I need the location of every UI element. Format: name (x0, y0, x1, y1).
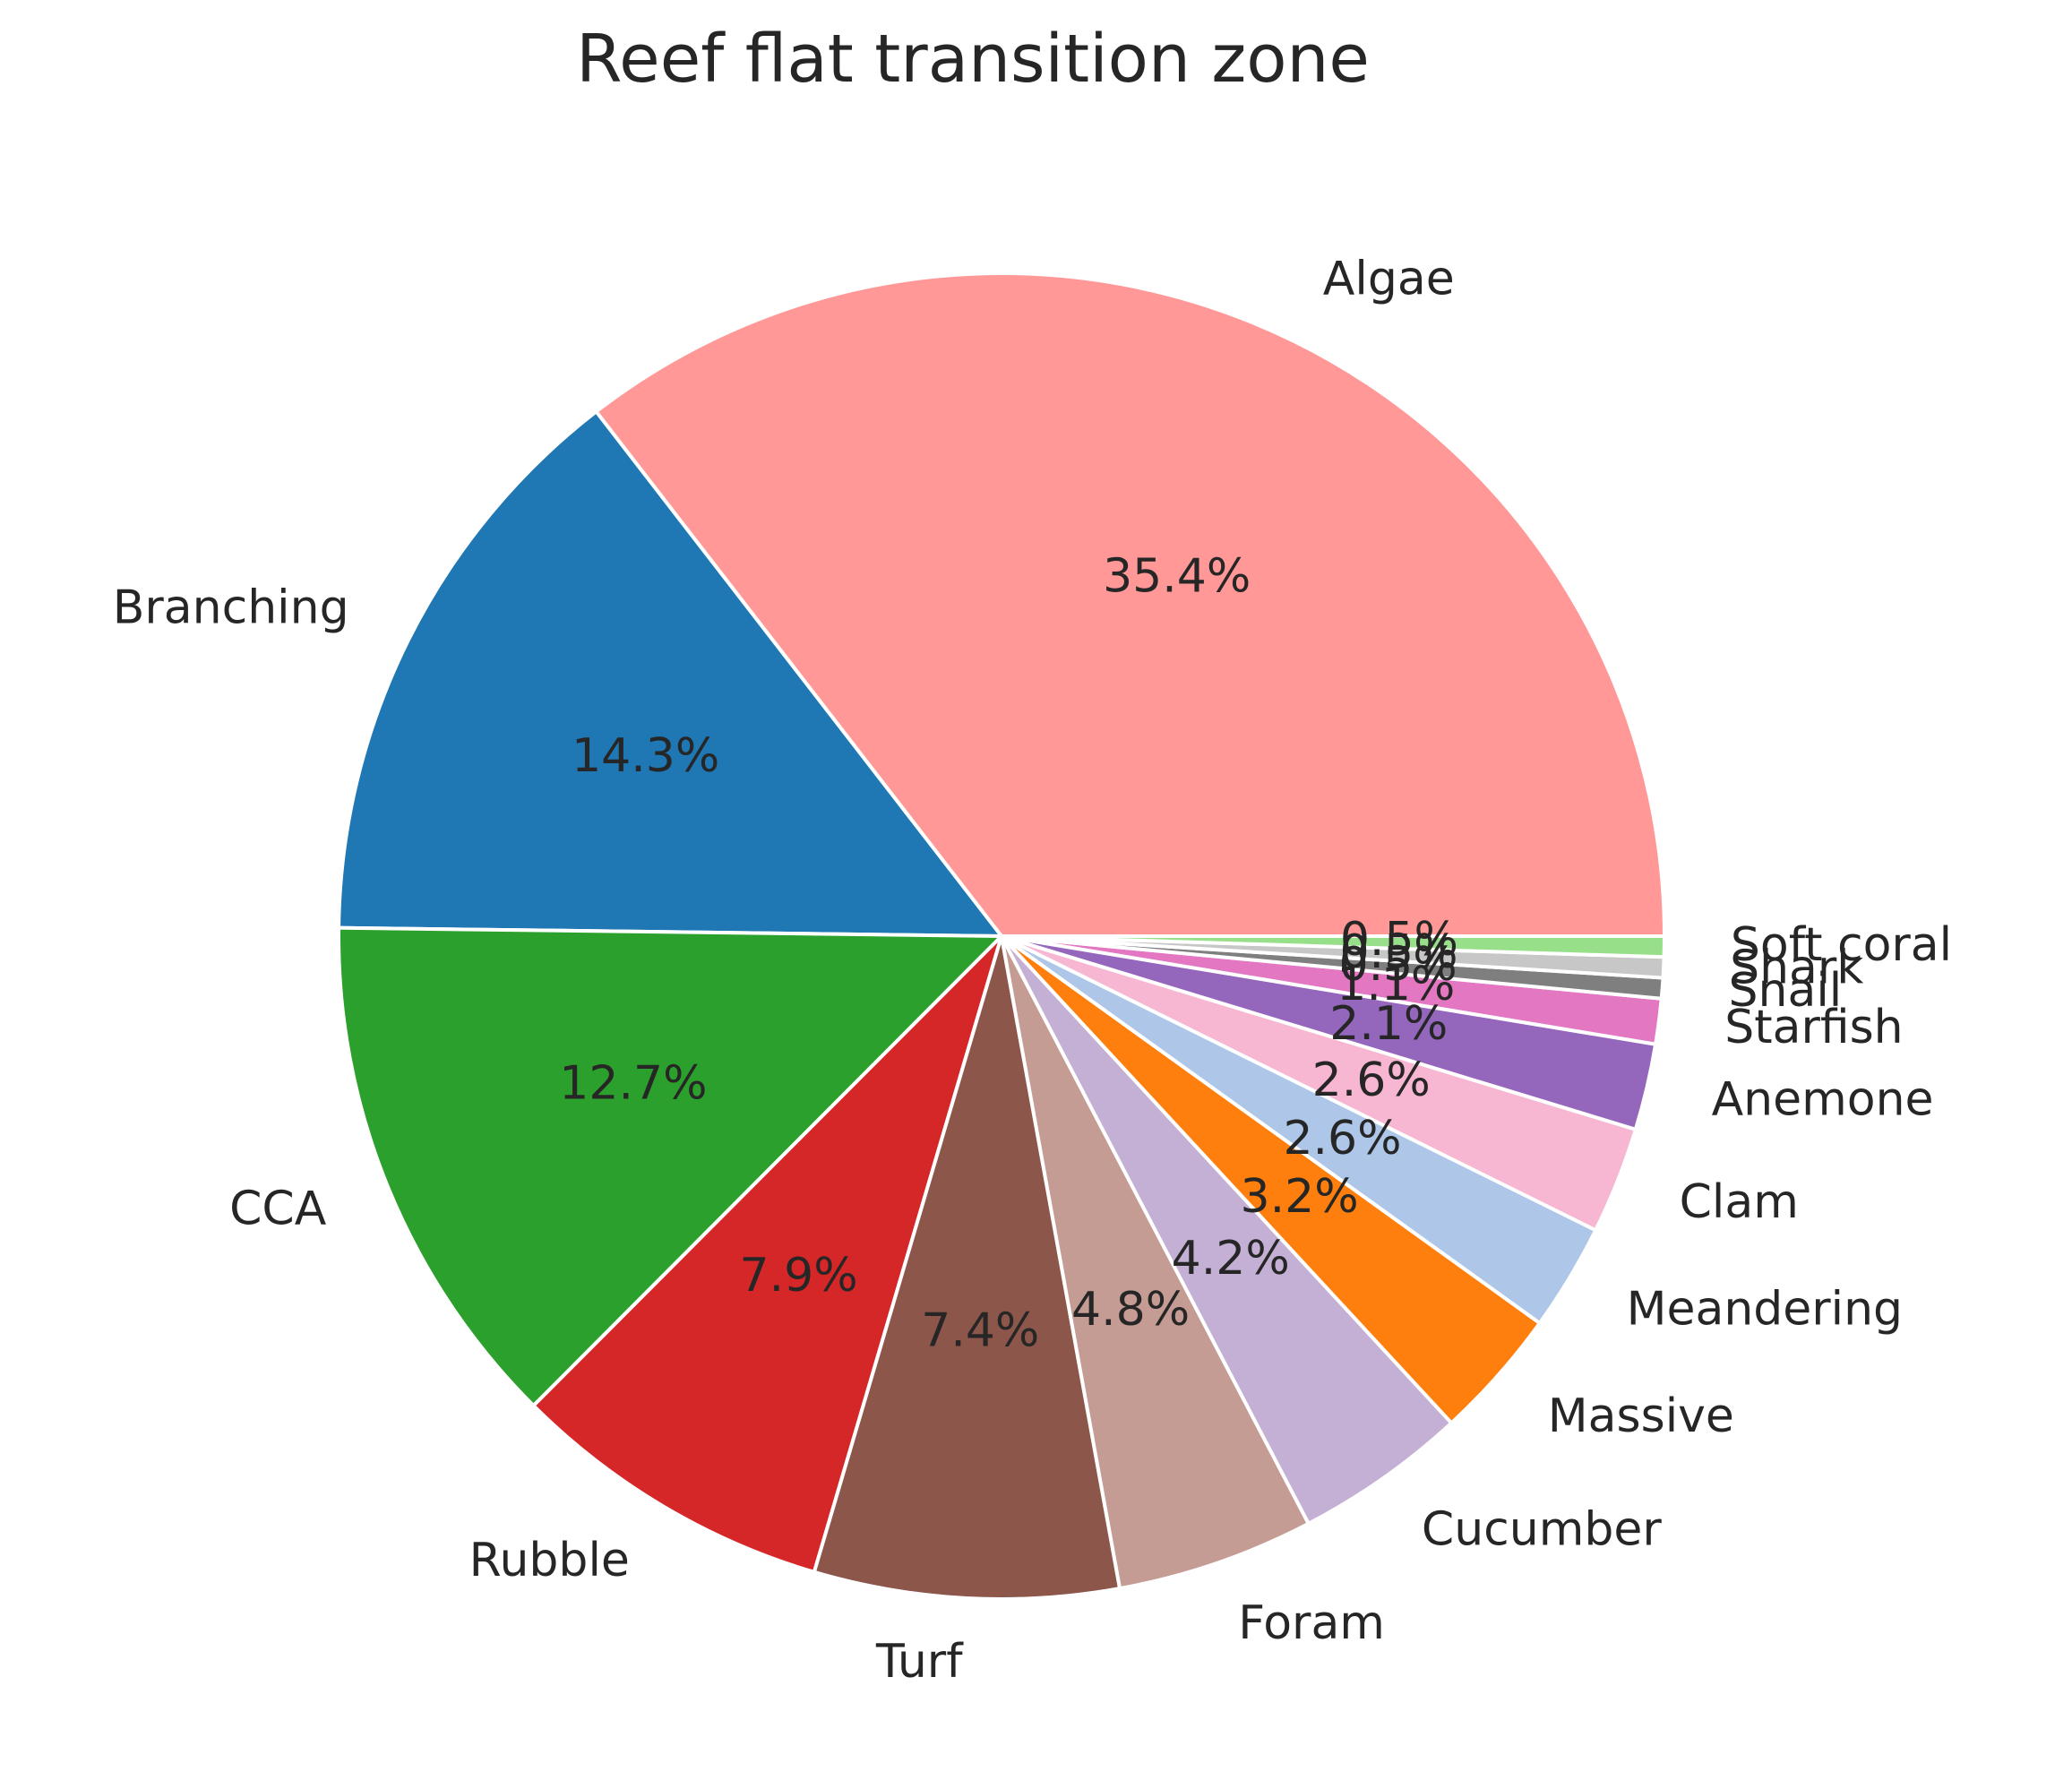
percent-label-clam: 2.6% (1312, 1054, 1431, 1107)
percent-label-shark: 0.5% (1339, 925, 1457, 979)
percent-label-snail: 0.5% (1339, 938, 1457, 992)
category-label-branching: Branching (113, 581, 349, 635)
category-label-snail: Snail (1729, 964, 1843, 1018)
percent-label-algae: 35.4% (1103, 550, 1251, 604)
pie-labels: Algae 35.4% Branching 14.3% CCA 12.7% Rubble 7.… (113, 252, 1952, 1689)
category-label-meandering: Meandering (1627, 1283, 1903, 1337)
slice-rubble (531, 934, 1003, 1574)
percent-label-foram: 4.8% (1071, 1283, 1190, 1337)
category-label-anemone: Anemone (1712, 1072, 1934, 1126)
category-label-rubble: Rubble (469, 1534, 630, 1587)
percent-label-soft-coral: 0.5% (1340, 913, 1458, 967)
category-label-turf: Turf (875, 1635, 964, 1689)
percent-label-meandering: 2.6% (1283, 1112, 1401, 1165)
chart-title: Reef flat transition zone (576, 21, 1370, 98)
category-label-soft-coral: Soft coral (1731, 918, 1952, 972)
slice-foram (1000, 934, 1311, 1591)
percent-label-cca: 12.7% (559, 1057, 707, 1111)
percent-label-cucumber: 4.2% (1172, 1232, 1290, 1286)
slice-cucumber (1000, 934, 1454, 1526)
percent-label-branching: 14.3% (572, 729, 719, 783)
slice-algae (594, 271, 1666, 938)
category-label-cca: CCA (229, 1182, 327, 1235)
category-label-massive: Massive (1548, 1389, 1734, 1443)
category-label-clam: Clam (1680, 1175, 1799, 1229)
slice-turf (812, 934, 1122, 1601)
pie-slices (337, 271, 1666, 1601)
slice-branching (337, 409, 1003, 938)
percent-label-turf: 7.4% (921, 1303, 1039, 1357)
percent-label-anemone: 2.1% (1329, 997, 1448, 1051)
category-label-shark: Shark (1730, 941, 1863, 994)
category-label-starfish: Starfish (1724, 1001, 1903, 1054)
percent-label-starfish: 1.1% (1337, 958, 1455, 1011)
category-label-foram: Foram (1238, 1596, 1385, 1650)
category-label-algae: Algae (1323, 252, 1455, 305)
percent-label-massive: 3.2% (1241, 1170, 1359, 1224)
percent-label-rubble: 7.9% (740, 1249, 858, 1303)
slice-soft-coral (1000, 934, 1666, 959)
category-label-cucumber: Cucumber (1422, 1502, 1662, 1556)
slice-cca (337, 925, 1003, 1408)
